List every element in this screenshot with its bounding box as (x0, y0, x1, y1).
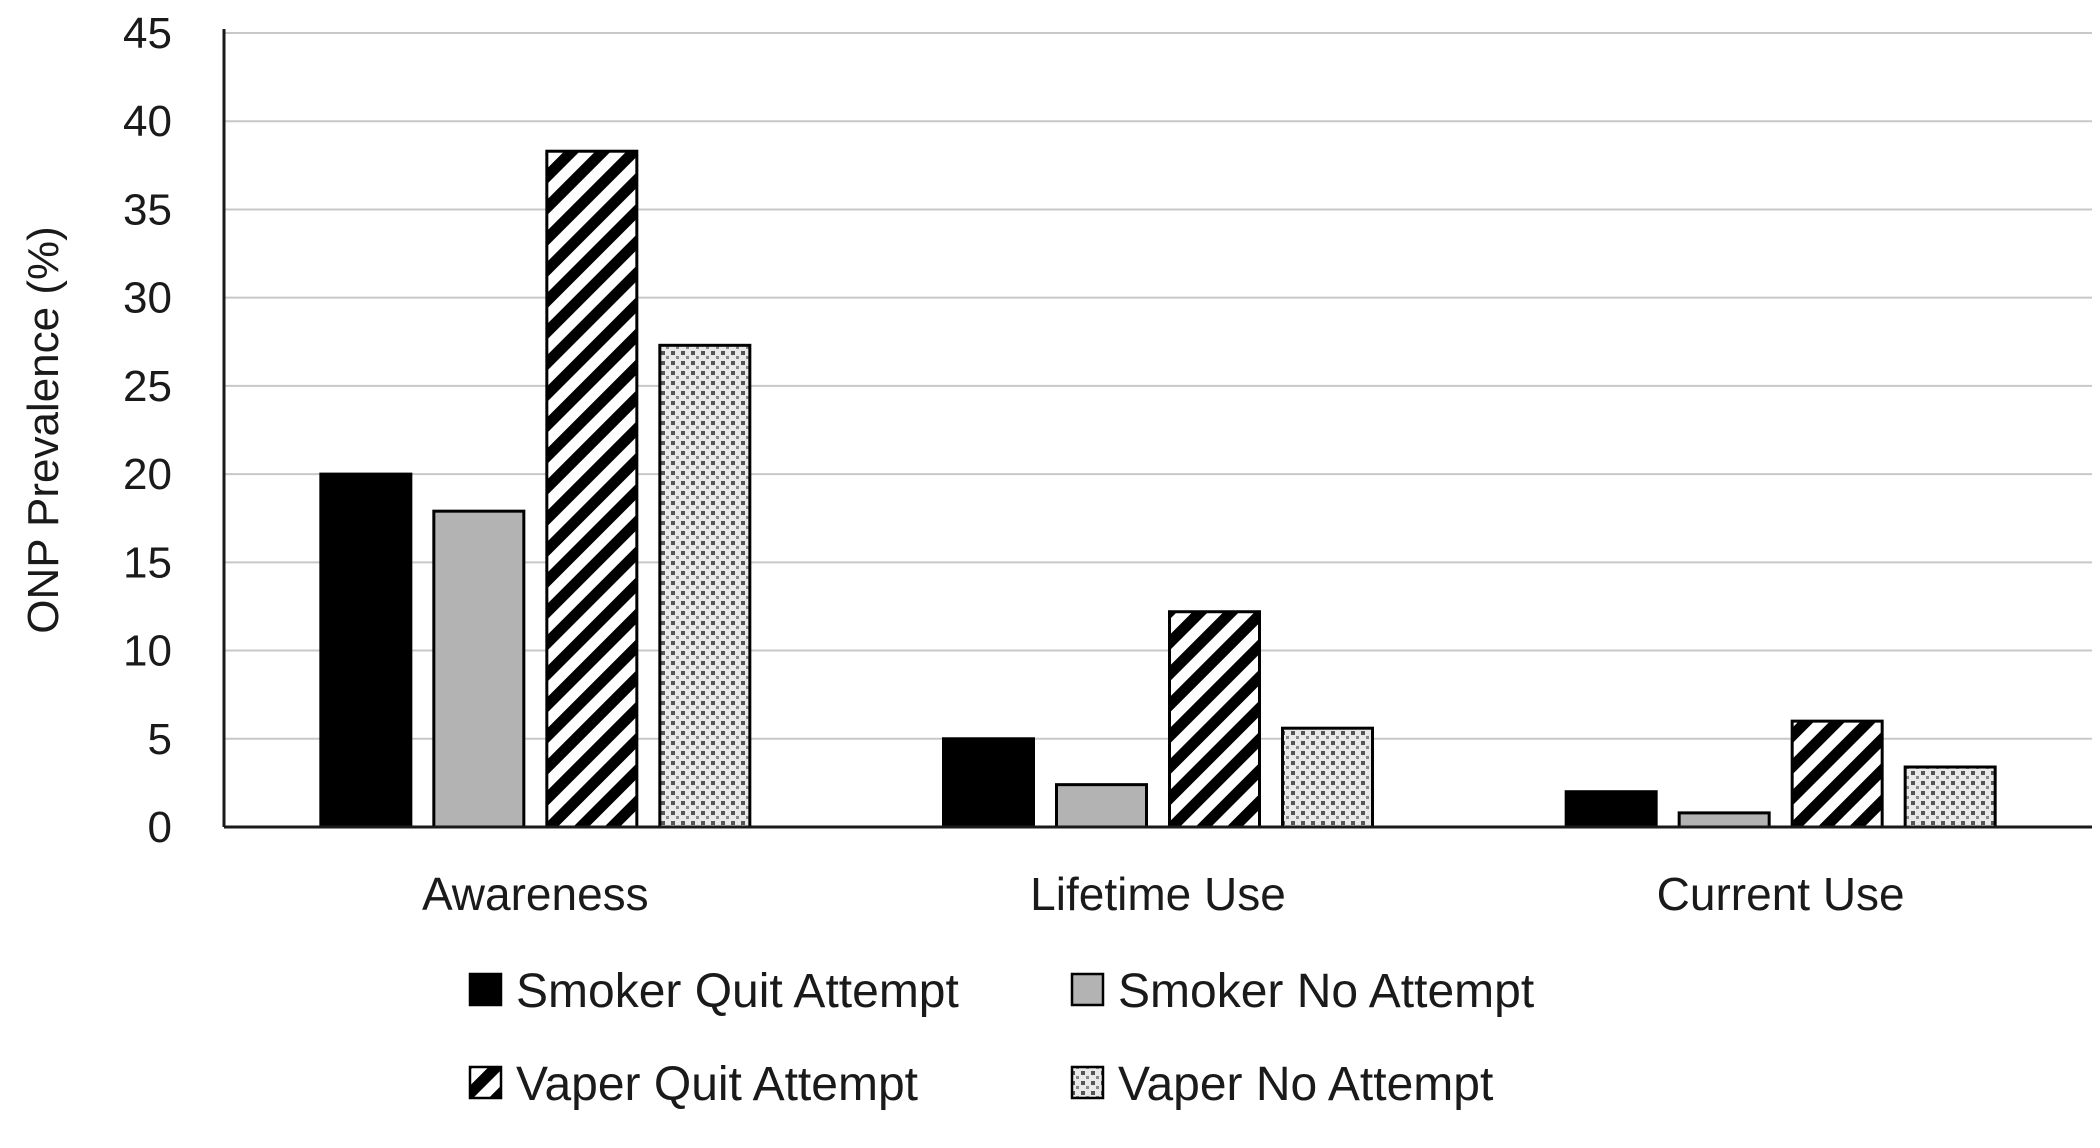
bar-smoker-no-attempt (1055, 783, 1148, 829)
bar-vaper-no-attempt (658, 343, 752, 829)
y-tick-label: 45 (123, 9, 172, 58)
bar-smoker-quit-attempt (942, 737, 1035, 829)
bar-smoker-no-attempt (432, 509, 526, 829)
y-tick-label: 15 (123, 538, 172, 587)
bar-vaper-quit-attempt (1790, 719, 1884, 829)
bar-vaper-no-attempt (1281, 726, 1374, 829)
gridlines (224, 32, 2092, 740)
x-category-label: Lifetime Use (1030, 868, 1286, 920)
y-tick-label: 5 (148, 715, 172, 764)
x-category-label: Current Use (1657, 868, 1905, 920)
bar-smoker-quit-attempt (1564, 790, 1658, 829)
y-tick-label: 10 (123, 627, 172, 676)
legend-item: Vaper Quit Attempt (468, 1058, 918, 1111)
bar-vaper-quit-attempt (1168, 610, 1261, 829)
y-tick-label: 35 (123, 185, 172, 234)
y-axis-label: ONP Prevalence (%) (19, 226, 68, 634)
legend-item: Vaper No Attempt (1070, 1058, 1493, 1111)
legend-swatch (468, 1065, 503, 1100)
x-category-labels: Awareness Lifetime Use Current Use (422, 868, 1905, 920)
y-tick-label: 40 (123, 97, 172, 146)
bar-smoker-no-attempt (1677, 811, 1771, 829)
legend-label: Smoker No Attempt (1118, 965, 1534, 1018)
y-tick-label: 30 (123, 274, 172, 323)
y-tick-label: 0 (148, 803, 172, 852)
bar-smoker-quit-attempt (319, 472, 413, 829)
x-category-label: Awareness (422, 868, 649, 920)
bars (319, 149, 1997, 829)
legend-item: Smoker Quit Attempt (468, 965, 959, 1018)
legend-swatch (1070, 972, 1105, 1007)
bar-vaper-no-attempt (1903, 765, 1997, 829)
legend: Smoker Quit Attempt Smoker No Attempt Vape… (468, 965, 1534, 1111)
legend-label: Vaper Quit Attempt (516, 1058, 918, 1111)
bar-vaper-quit-attempt (545, 149, 639, 829)
y-tick-label: 20 (123, 450, 172, 499)
legend-swatch (468, 972, 503, 1007)
y-tick-label: 25 (123, 362, 172, 411)
legend-label: Smoker Quit Attempt (516, 965, 959, 1018)
axes (222, 29, 2092, 829)
y-tick-labels: 0 5 10 15 20 25 30 35 40 45 (123, 9, 172, 852)
legend-item: Smoker No Attempt (1070, 965, 1534, 1018)
legend-label: Vaper No Attempt (1118, 1058, 1493, 1111)
legend-swatch (1070, 1065, 1105, 1100)
